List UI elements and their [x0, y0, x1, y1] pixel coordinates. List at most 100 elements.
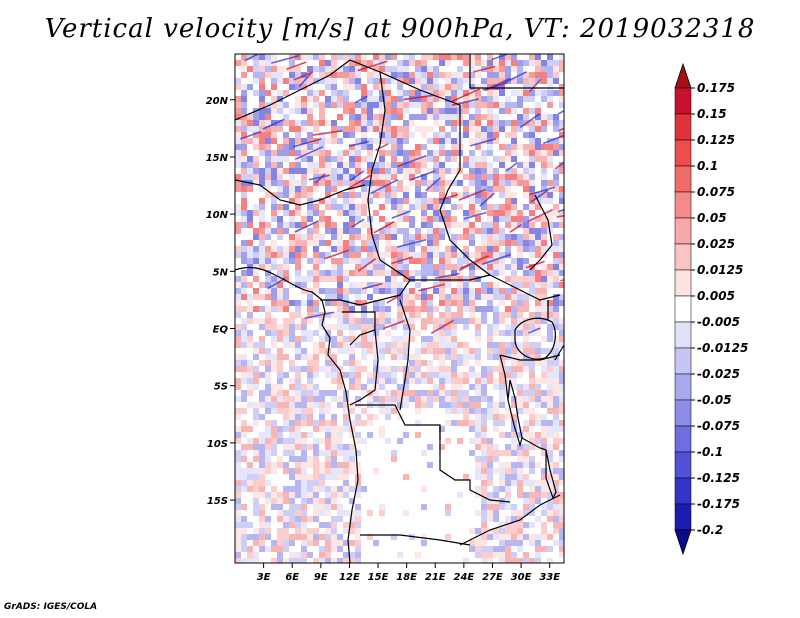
field-cell: [265, 342, 271, 348]
field-cell: [415, 186, 421, 192]
field-cell: [439, 294, 445, 300]
field-cell: [385, 66, 391, 72]
field-cell: [421, 450, 427, 456]
field-cell: [277, 288, 283, 294]
field-cell: [469, 186, 475, 192]
field-cell: [307, 546, 313, 552]
field-cell: [265, 360, 271, 366]
field-cell: [235, 384, 241, 390]
field-cell: [313, 276, 319, 282]
field-cell: [337, 462, 343, 468]
field-cell: [331, 150, 337, 156]
field-cell: [559, 294, 564, 300]
field-cell: [385, 306, 391, 312]
field-streak: [463, 211, 487, 220]
field-cell: [415, 78, 421, 84]
field-cell: [553, 426, 559, 432]
field-cell: [373, 396, 379, 402]
field-cell: [241, 294, 247, 300]
field-cell: [319, 450, 325, 456]
field-cell: [457, 192, 463, 198]
field-cell: [343, 546, 349, 552]
field-cell: [241, 378, 247, 384]
field-cell: [259, 144, 265, 150]
field-cell: [451, 114, 457, 120]
field-cell: [511, 552, 517, 558]
field-cell: [541, 114, 547, 120]
border-line: [439, 105, 491, 276]
field-cell: [433, 210, 439, 216]
field-cell: [265, 462, 271, 468]
field-cell: [265, 516, 271, 522]
field-cell: [379, 120, 385, 126]
field-cell: [271, 324, 277, 330]
field-cell: [235, 306, 241, 312]
field-cell: [319, 204, 325, 210]
field-cell: [385, 264, 391, 270]
field-cell: [349, 120, 355, 126]
field-cell: [547, 552, 553, 558]
field-cell: [505, 390, 511, 396]
field-cell: [397, 204, 403, 210]
field-cell: [367, 540, 373, 546]
field-cell: [451, 360, 457, 366]
field-cell: [277, 168, 283, 174]
field-cell: [409, 180, 415, 186]
field-cell: [319, 102, 325, 108]
field-cell: [421, 264, 427, 270]
field-cell: [529, 180, 535, 186]
field-cell: [271, 384, 277, 390]
field-cell: [325, 318, 331, 324]
field-cell: [271, 468, 277, 474]
field-cell: [331, 372, 337, 378]
field-cell: [505, 522, 511, 528]
field-cell: [433, 132, 439, 138]
field-cell: [277, 432, 283, 438]
field-cell: [493, 132, 499, 138]
field-cell: [283, 288, 289, 294]
field-streak: [418, 283, 446, 292]
field-cell: [523, 492, 529, 498]
field-cell: [433, 144, 439, 150]
field-cell: [331, 162, 337, 168]
field-cell: [541, 342, 547, 348]
field-cell: [475, 300, 481, 306]
field-cell: [487, 300, 493, 306]
field-cell: [415, 288, 421, 294]
field-cell: [385, 390, 391, 396]
field-cell: [391, 324, 397, 330]
field-cell: [475, 294, 481, 300]
field-cell: [517, 342, 523, 348]
field-cell: [481, 480, 487, 486]
field-cell: [259, 426, 265, 432]
field-cell: [457, 330, 463, 336]
field-cell: [535, 294, 541, 300]
field-cell: [445, 402, 451, 408]
field-cell: [385, 126, 391, 132]
field-cell: [511, 150, 517, 156]
field-cell: [433, 306, 439, 312]
field-cell: [313, 228, 319, 234]
field-cell: [547, 492, 553, 498]
field-cell: [313, 474, 319, 480]
field-cell: [283, 252, 289, 258]
field-cell: [535, 216, 541, 222]
field-cell: [547, 558, 553, 563]
field-cell: [355, 198, 361, 204]
field-cell: [439, 84, 445, 90]
field-cell: [319, 510, 325, 516]
field-cell: [445, 354, 451, 360]
x-tick-label: 3E: [257, 572, 271, 583]
field-cell: [487, 516, 493, 522]
field-cell: [493, 546, 499, 552]
field-cell: [559, 216, 564, 222]
field-cell: [313, 414, 319, 420]
field-cell: [415, 300, 421, 306]
field-cell: [349, 390, 355, 396]
field-cell: [547, 474, 553, 480]
field-cell: [301, 306, 307, 312]
field-cell: [319, 192, 325, 198]
field-cell: [523, 390, 529, 396]
field-cell: [517, 414, 523, 420]
field-cell: [517, 552, 523, 558]
